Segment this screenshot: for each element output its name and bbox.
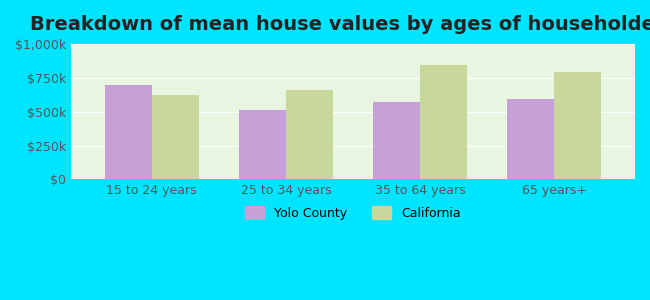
Bar — [373, 102, 420, 179]
Bar — [420, 65, 467, 179]
Title: Breakdown of mean house values by ages of householders: Breakdown of mean house values by ages o… — [30, 15, 650, 34]
Legend: Yolo County, California: Yolo County, California — [240, 201, 465, 225]
Bar — [105, 85, 151, 179]
Bar — [286, 90, 333, 179]
Bar — [554, 72, 601, 179]
Bar — [239, 110, 286, 179]
Bar — [508, 100, 554, 179]
Bar — [151, 95, 198, 179]
